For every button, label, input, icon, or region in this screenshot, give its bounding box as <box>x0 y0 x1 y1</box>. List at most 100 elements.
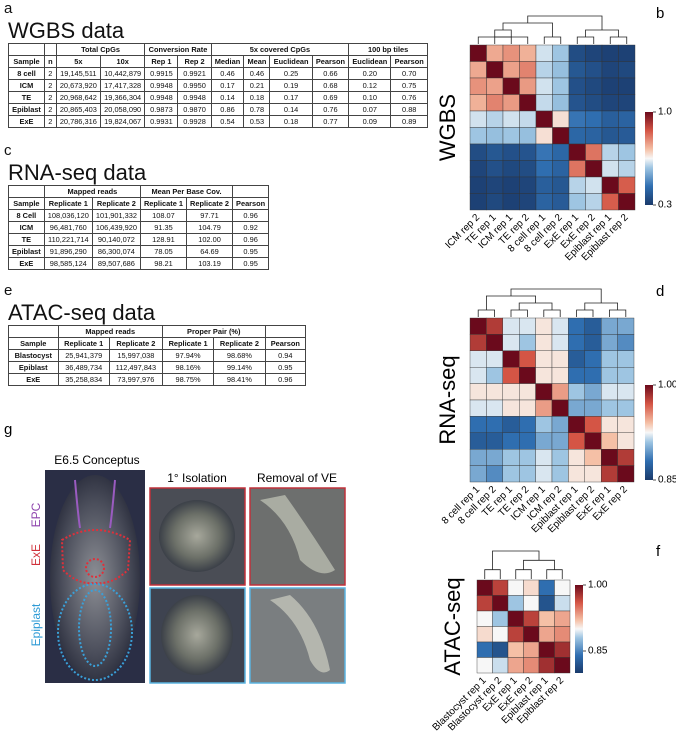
heatmap-cell <box>535 399 553 417</box>
heatmap-cell <box>568 334 586 351</box>
table-cell: 98,585,124 <box>43 257 93 270</box>
heatmap-cell <box>486 465 503 483</box>
column-header: 10x <box>99 55 146 68</box>
table-cell: 0.9931 <box>144 115 179 128</box>
heatmap-cell <box>617 432 635 450</box>
colorbar-label: 0.85 <box>658 475 676 486</box>
dendrogram-branch <box>546 569 563 579</box>
heatmap-cell <box>492 610 509 627</box>
table-cell: 17,417,328 <box>99 79 146 92</box>
table-cell: 36,489,734 <box>57 361 110 374</box>
heatmap-cell <box>568 193 586 211</box>
heatmap-cell <box>519 61 537 79</box>
table-cell: 0.54 <box>210 115 245 128</box>
blank-cell <box>232 185 270 198</box>
table-cell: 78.05 <box>139 245 188 258</box>
heatmap-cell <box>552 176 570 194</box>
heatmap-cell <box>519 193 537 211</box>
heatmap-cell <box>538 626 555 643</box>
heatmap-cell <box>551 383 569 401</box>
heatmap-cell <box>519 127 537 145</box>
heatmap-cell <box>535 416 553 433</box>
row-header: ExE <box>8 257 45 270</box>
dendrogram-branch <box>484 569 501 579</box>
heatmap-cell <box>601 77 619 95</box>
heatmap-cell <box>551 317 569 335</box>
group-header: Conversion Rate <box>144 43 212 56</box>
column-header: Replicate 2 <box>213 337 266 350</box>
table-cell: 97.94% <box>161 349 215 362</box>
table-cell: 103.19 <box>185 257 234 270</box>
heatmap-ylabel: ATAC-seq <box>440 577 465 675</box>
panel-letter: c <box>4 142 12 159</box>
heatmap-cell <box>486 77 504 95</box>
table-cell: 96,481,760 <box>43 221 93 234</box>
table-cell: 0.92 <box>232 221 270 234</box>
heatmap-cell <box>568 399 586 417</box>
group-header: Mapped reads <box>43 185 141 198</box>
heatmap-cell <box>568 61 586 79</box>
dendrogram-branch <box>543 36 562 44</box>
heatmap-cell <box>469 432 487 450</box>
heatmap-cell <box>502 176 520 194</box>
dendrogram-branch <box>609 36 628 44</box>
conceptus-image <box>45 470 145 683</box>
heatmap-cell <box>469 94 487 112</box>
heatmap-cell <box>617 449 635 466</box>
heatmap-cell <box>486 193 504 211</box>
heatmap-cell <box>584 383 602 401</box>
table-cell: 104.79 <box>185 221 234 234</box>
heatmap-cell <box>519 399 536 417</box>
heatmap-cell <box>523 595 540 612</box>
heatmap-cell <box>535 465 553 483</box>
row-header: TE <box>7 91 46 104</box>
table-cell: 20,865,403 <box>55 103 102 116</box>
dendrogram-branch <box>492 550 540 570</box>
heatmap-cell <box>486 61 504 79</box>
heatmap-cell <box>568 176 586 194</box>
heatmap-cell <box>585 143 603 161</box>
table-row: ExE 2 20,786,316 19,824,067 0.9931 0.9928 0.54… <box>7 115 428 128</box>
group-header: Mapped reads <box>57 325 163 338</box>
heatmap-cell <box>585 193 603 211</box>
table-cell: 91,896,290 <box>43 245 93 258</box>
row-header: ExE <box>7 115 46 128</box>
table-cell: 25,941,379 <box>57 349 110 362</box>
table-cell: 0.20 <box>348 67 392 80</box>
table-cell: 0.75 <box>390 79 428 92</box>
heatmap-cell <box>538 610 555 627</box>
heatmap-cell <box>502 44 520 62</box>
heatmap-cell <box>601 465 618 483</box>
column-header: Sample <box>8 197 45 210</box>
table-cell: 0.10 <box>348 91 392 104</box>
image-title: E6.5 Conceptus <box>54 453 139 467</box>
table-cell: 2 <box>44 67 57 80</box>
table-cell: 102.00 <box>185 233 234 246</box>
table-row: TE 2 20,968,642 19,366,304 0.9948 0.9948 0.14 0… <box>7 91 428 104</box>
heatmap-cell <box>492 626 509 643</box>
heatmap-cell <box>554 595 571 612</box>
table-row: Epiblast 36,489,734 112,497,843 98.16% 99.14… <box>8 361 307 374</box>
table-cell: 0.18 <box>269 115 313 128</box>
heatmap-cell <box>552 94 570 112</box>
dendrogram-branch <box>576 309 594 317</box>
heatmap-cell <box>568 94 586 112</box>
heatmap-cell <box>584 334 602 351</box>
table-cell: 19,824,067 <box>99 115 146 128</box>
heatmap-cell <box>552 127 570 145</box>
heatmap-cell <box>469 110 487 128</box>
heatmap-cell <box>469 367 487 384</box>
heatmap-cell <box>552 160 570 178</box>
heatmap-cell <box>538 579 555 596</box>
table-cell: 0.9948 <box>144 91 179 104</box>
heatmap-cell <box>585 94 603 112</box>
heatmap-cell <box>535 367 553 384</box>
heatmap-cell <box>507 657 524 674</box>
table-cell: 0.12 <box>348 79 392 92</box>
blank-cell <box>8 325 59 338</box>
table-cell: 101,901,332 <box>91 209 141 222</box>
heatmap-cell <box>552 44 570 62</box>
